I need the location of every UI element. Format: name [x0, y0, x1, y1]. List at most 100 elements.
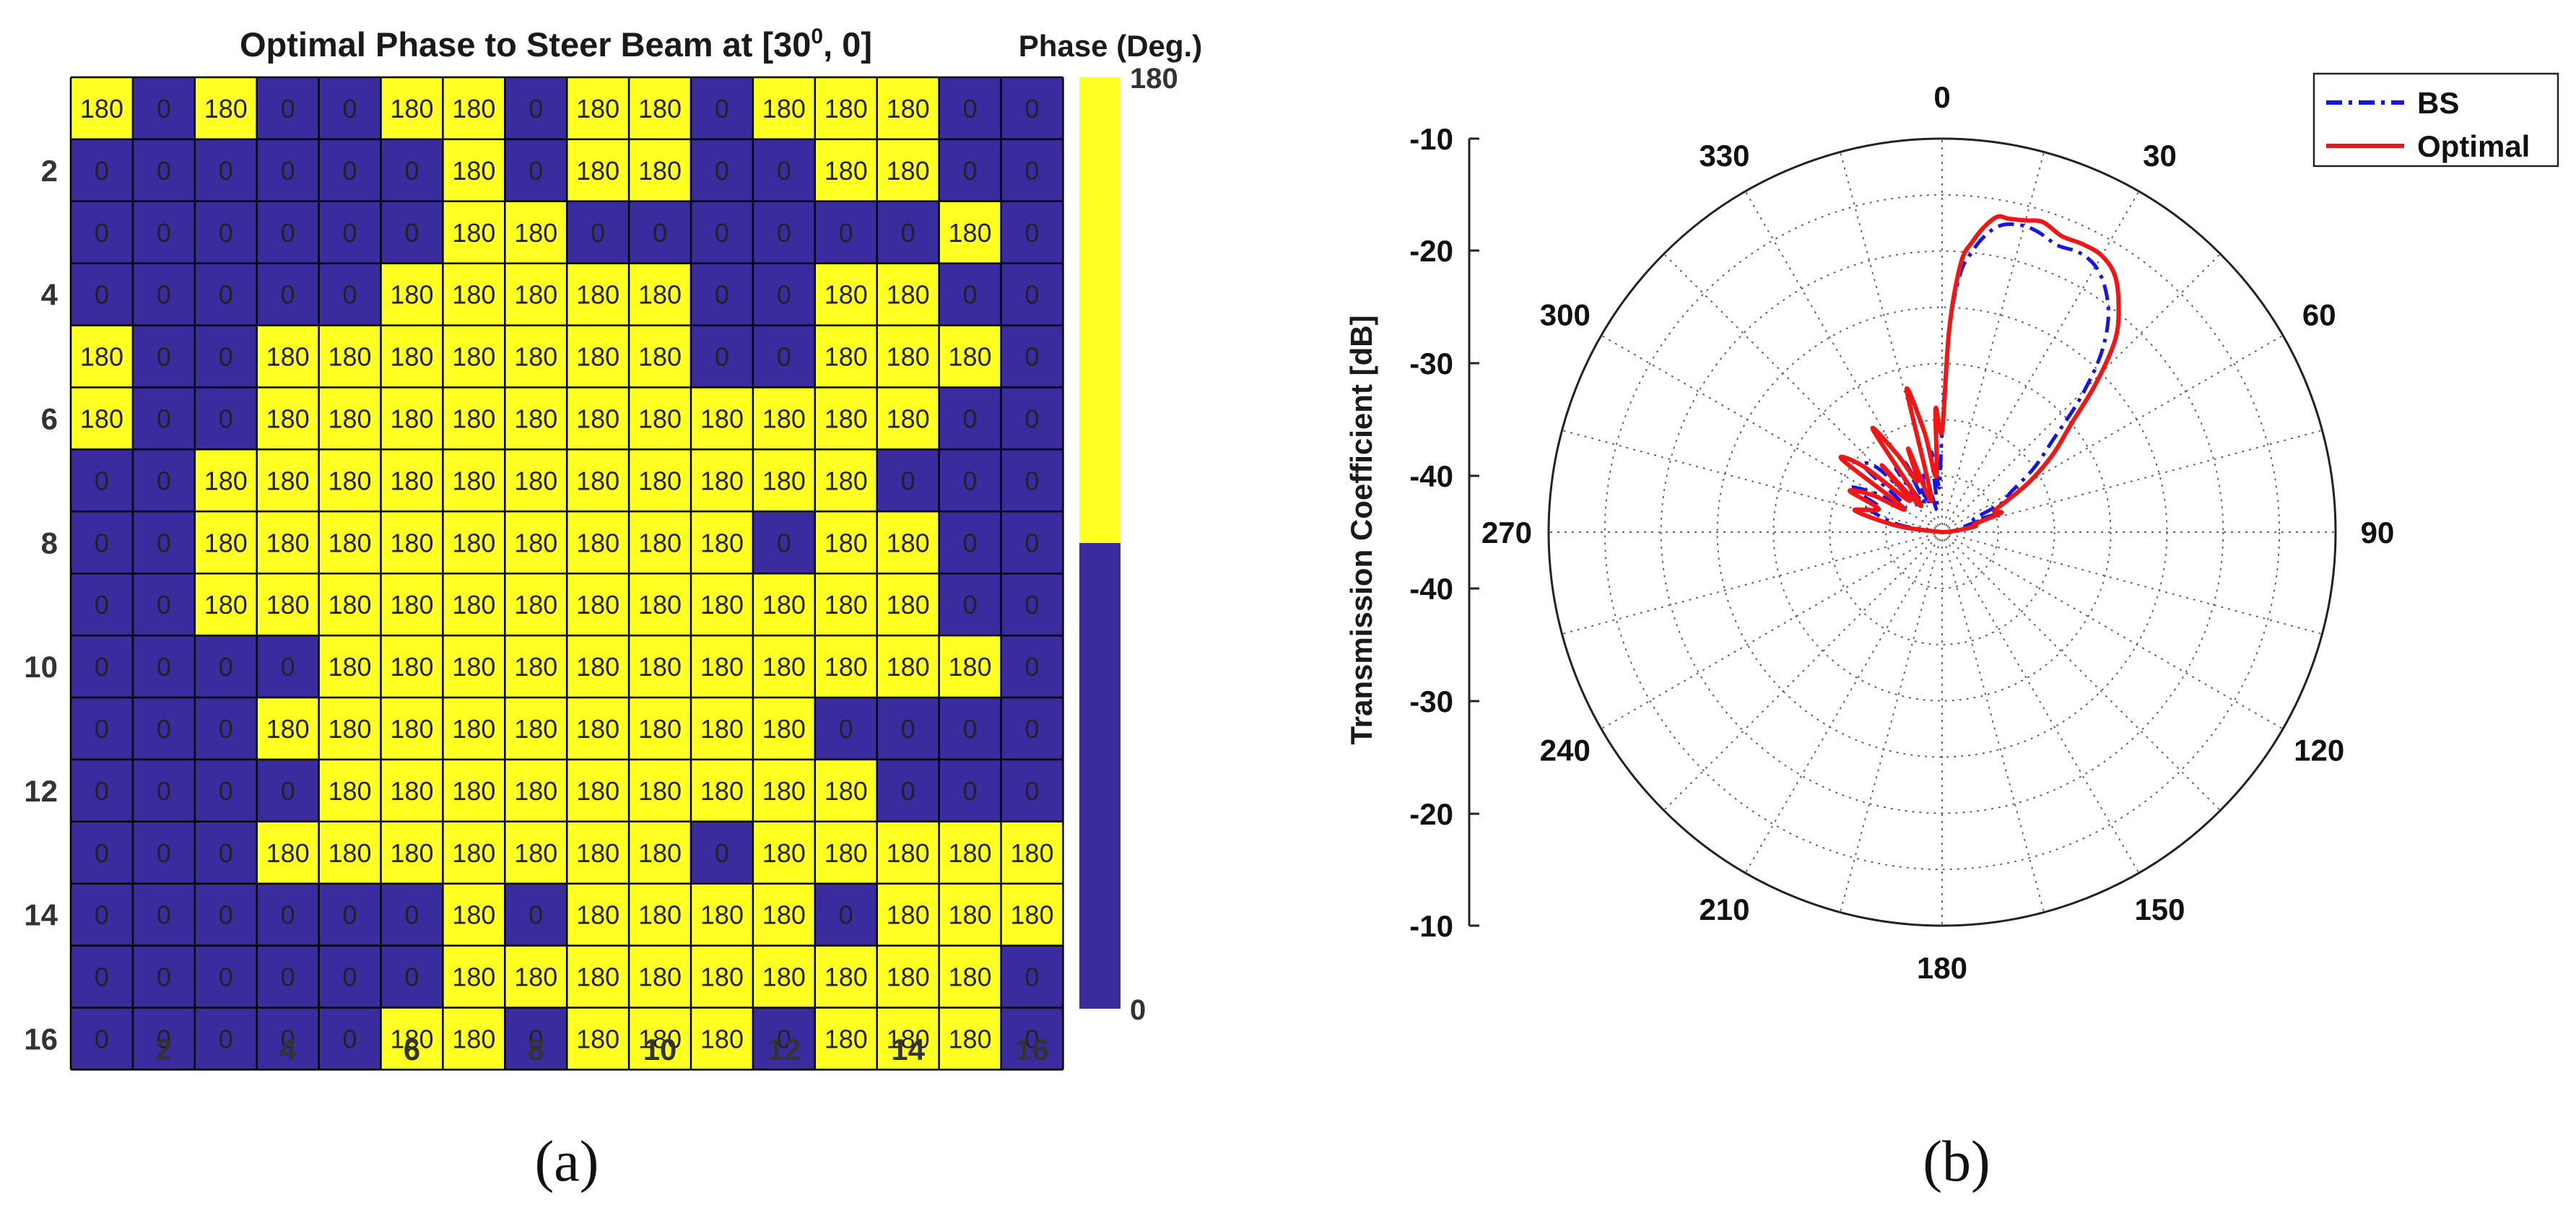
heatmap-cell	[318, 263, 381, 326]
heatmap-cell	[194, 511, 257, 574]
heatmap-cell	[814, 511, 877, 574]
caption-b: (b)	[1923, 1130, 1990, 1194]
polar-angle-label: 330	[1699, 139, 1749, 173]
heatmap-cell	[1001, 573, 1063, 636]
heatmap-cell-value: 180	[638, 838, 682, 868]
heatmap-cell	[691, 139, 753, 201]
heatmap-cell-value: 180	[638, 156, 682, 186]
heatmap-cell	[814, 759, 877, 822]
heatmap-cell-value: 180	[452, 652, 495, 682]
heatmap-cell	[505, 698, 567, 760]
y-tick-label: 14	[24, 898, 58, 932]
heatmap-cell-value: 180	[824, 1024, 868, 1053]
heatmap-cell-value: 180	[576, 280, 619, 310]
heatmap-cell	[194, 573, 257, 636]
heatmap-cell	[876, 821, 939, 884]
heatmap-cell	[443, 635, 505, 698]
heatmap-cell	[194, 759, 257, 822]
heatmap-cell-value: 180	[887, 342, 930, 372]
caption-a: (a)	[535, 1130, 599, 1194]
heatmap-cell-value: 0	[591, 218, 605, 248]
heatmap-cell	[629, 201, 691, 264]
heatmap-cell	[567, 387, 630, 450]
heatmap-cell	[691, 821, 753, 884]
heatmap-cell-value: 180	[514, 776, 557, 806]
heatmap-cell	[132, 635, 195, 698]
heatmap-cell	[443, 821, 505, 884]
heatmap-cell-value: 0	[1024, 404, 1039, 433]
heatmap-cell-value: 0	[157, 652, 171, 682]
heatmap-cell-value: 180	[576, 776, 619, 806]
heatmap-cell-value: 180	[452, 714, 495, 744]
heatmap-cell	[629, 698, 691, 760]
heatmap-cell-value: 0	[157, 590, 171, 620]
heatmap-cell-value: 180	[824, 342, 868, 372]
heatmap-cell-value: 180	[514, 590, 557, 620]
heatmap-cell	[194, 449, 257, 512]
heatmap-cell	[443, 201, 505, 264]
heatmap-cell-value: 0	[343, 1024, 357, 1053]
heatmap-cell	[380, 759, 443, 822]
heatmap-cell-value: 180	[824, 776, 868, 806]
heatmap-cell-value: 180	[824, 652, 868, 682]
heatmap-cell-value: 0	[777, 342, 791, 372]
heatmap-cell	[939, 263, 1001, 326]
heatmap-cell-value: 180	[700, 528, 744, 557]
heatmap-cell	[629, 945, 691, 1008]
heatmap-cell-value: 0	[404, 963, 419, 992]
y-tick-label: 8	[41, 526, 58, 560]
heatmap-cell	[443, 449, 505, 512]
heatmap-cell	[380, 325, 443, 388]
heatmap-cell	[132, 449, 195, 512]
heatmap-cell-value: 0	[95, 280, 109, 310]
heatmap-cell-value: 0	[95, 156, 109, 186]
heatmap-cell	[318, 77, 381, 139]
heatmap-cell-value: 0	[95, 900, 109, 930]
heatmap-cell	[194, 1007, 257, 1070]
heatmap-cell-value: 180	[887, 963, 930, 992]
heatmap-cell-value: 0	[157, 218, 171, 248]
heatmap-cell-value: 180	[390, 838, 433, 868]
heatmap-cell	[629, 821, 691, 884]
heatmap-cell	[876, 77, 939, 139]
heatmap-cell	[505, 635, 567, 698]
x-tick-label: 14	[891, 1033, 925, 1066]
heatmap-cell	[1001, 1007, 1063, 1070]
heatmap-cell	[132, 945, 195, 1008]
heatmap-cell	[691, 698, 753, 760]
heatmap-cell-value: 0	[157, 838, 171, 868]
heatmap-cell-value: 0	[777, 218, 791, 248]
heatmap-cell-value: 0	[404, 900, 419, 930]
heatmap-cell	[256, 635, 319, 698]
heatmap-cell	[380, 698, 443, 760]
heatmap-cell-value: 0	[219, 776, 233, 806]
heatmap-cell-value: 0	[95, 838, 109, 868]
heatmap-cell	[876, 449, 939, 512]
heatmap-cell-value: 180	[824, 528, 868, 557]
heatmap-cell	[1001, 387, 1063, 450]
heatmap-cell-value: 0	[715, 218, 729, 248]
heatmap-cell	[814, 77, 877, 139]
heatmap-cell	[629, 635, 691, 698]
heatmap-cell	[814, 201, 877, 264]
heatmap-cell	[443, 759, 505, 822]
heatmap-cell	[132, 325, 195, 388]
heatmap-cell-value: 180	[514, 404, 557, 433]
heatmap-cell-value: 180	[266, 590, 310, 620]
heatmap-cell	[380, 201, 443, 264]
polar-spoke	[1839, 531, 1943, 913]
heatmap-cell	[71, 201, 133, 264]
heatmap-cell	[443, 387, 505, 450]
legend-box	[2312, 72, 2559, 168]
heatmap-cell	[814, 325, 877, 388]
polar-ring	[1604, 194, 2281, 871]
heatmap-cell	[132, 511, 195, 574]
heatmap-cell	[443, 77, 505, 139]
heatmap-cell-value: 180	[452, 838, 495, 868]
heatmap-cell	[505, 1007, 567, 1070]
heatmap-cell-value: 0	[157, 156, 171, 186]
heatmap-cell-value: 180	[638, 776, 682, 806]
heatmap-cell-value: 180	[452, 404, 495, 433]
heatmap-cell-value: 0	[95, 652, 109, 682]
